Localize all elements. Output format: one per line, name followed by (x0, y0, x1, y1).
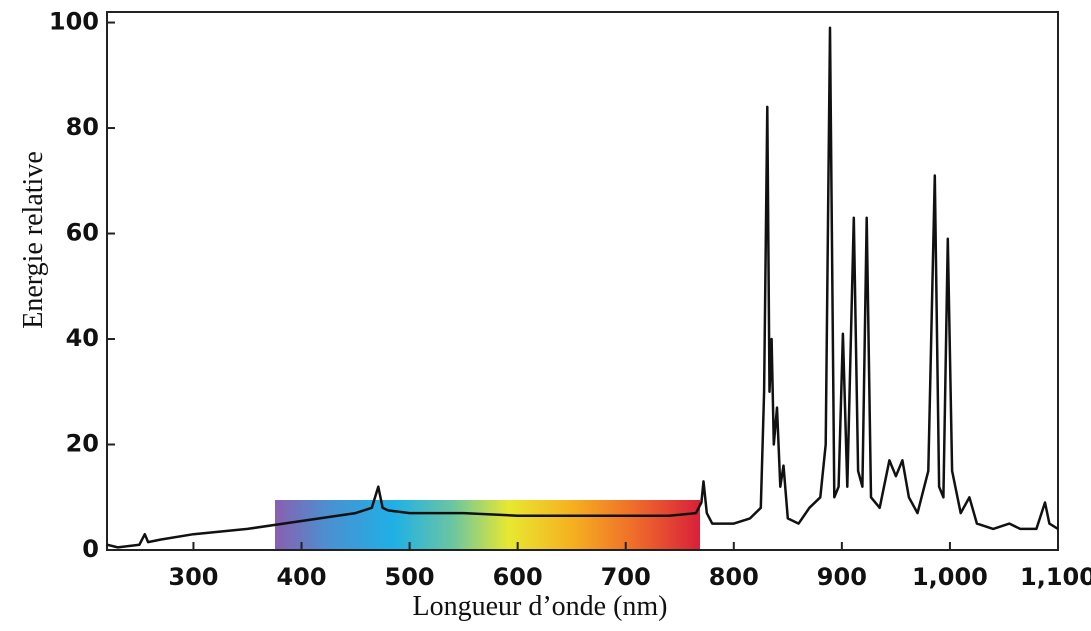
spectrum-line (106, 26, 1059, 549)
x-tick-label: 300 (168, 563, 218, 591)
visible-spectrum-band (275, 500, 700, 550)
y-tick-label: 20 (66, 430, 99, 458)
x-tick-label: 1,100 (1020, 563, 1091, 591)
y-tick-label: 60 (66, 219, 99, 247)
y-tick-label: 80 (66, 113, 99, 141)
x-tick-label: 700 (601, 563, 651, 591)
y-tick-label: 100 (49, 8, 99, 36)
x-axis-label: Longueur d’onde (nm) (412, 591, 667, 622)
x-tick-label: 500 (385, 563, 435, 591)
x-tick-label: 400 (276, 563, 326, 591)
x-tick-label: 600 (493, 563, 543, 591)
x-tick-label: 800 (709, 563, 759, 591)
y-tick-label: 0 (82, 535, 99, 563)
y-axis-label: Energie relative (18, 151, 49, 329)
y-tick-label: 40 (66, 324, 99, 352)
x-tick-label: 1,000 (912, 563, 988, 591)
plot-frame (106, 11, 1059, 551)
x-tick-label: 900 (817, 563, 867, 591)
